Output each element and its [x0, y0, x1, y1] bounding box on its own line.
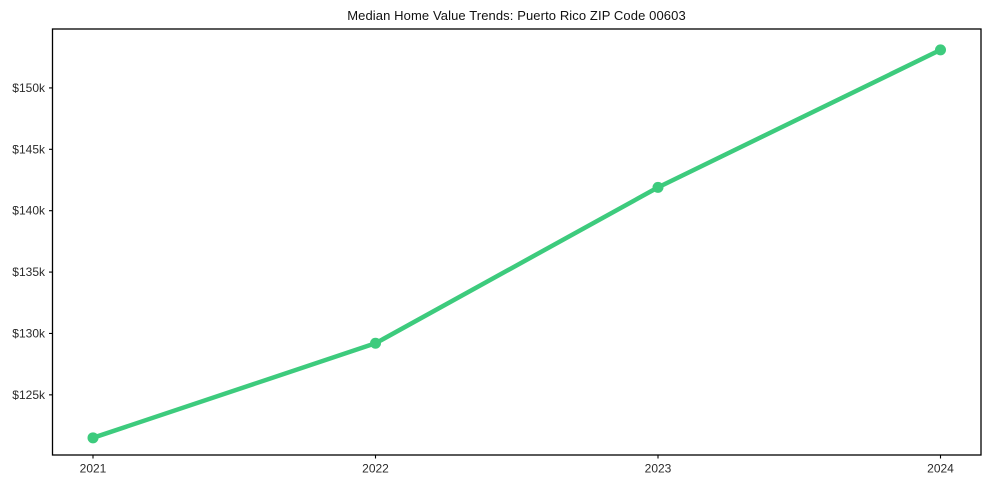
y-tick-label: $125k	[12, 388, 46, 402]
chart-title: Median Home Value Trends: Puerto Rico ZI…	[347, 8, 686, 23]
y-tick-label: $140k	[12, 204, 46, 218]
y-tick-label: $150k	[12, 81, 46, 95]
y-tick-label: $145k	[12, 142, 46, 156]
x-tick-label: 2023	[645, 462, 672, 476]
trend-line	[90, 47, 943, 441]
x-tick-label: 2021	[80, 462, 107, 476]
data-point-marker	[935, 44, 946, 56]
data-point-marker	[87, 432, 99, 444]
y-tick-label: $130k	[12, 326, 46, 340]
data-point-marker	[652, 181, 664, 193]
plot-border	[51, 28, 982, 456]
data-point-marker	[370, 337, 381, 349]
x-tick-label: 2022	[362, 462, 389, 476]
x-tick-label: 2024	[927, 462, 954, 476]
y-tick-label: $135k	[12, 265, 46, 279]
